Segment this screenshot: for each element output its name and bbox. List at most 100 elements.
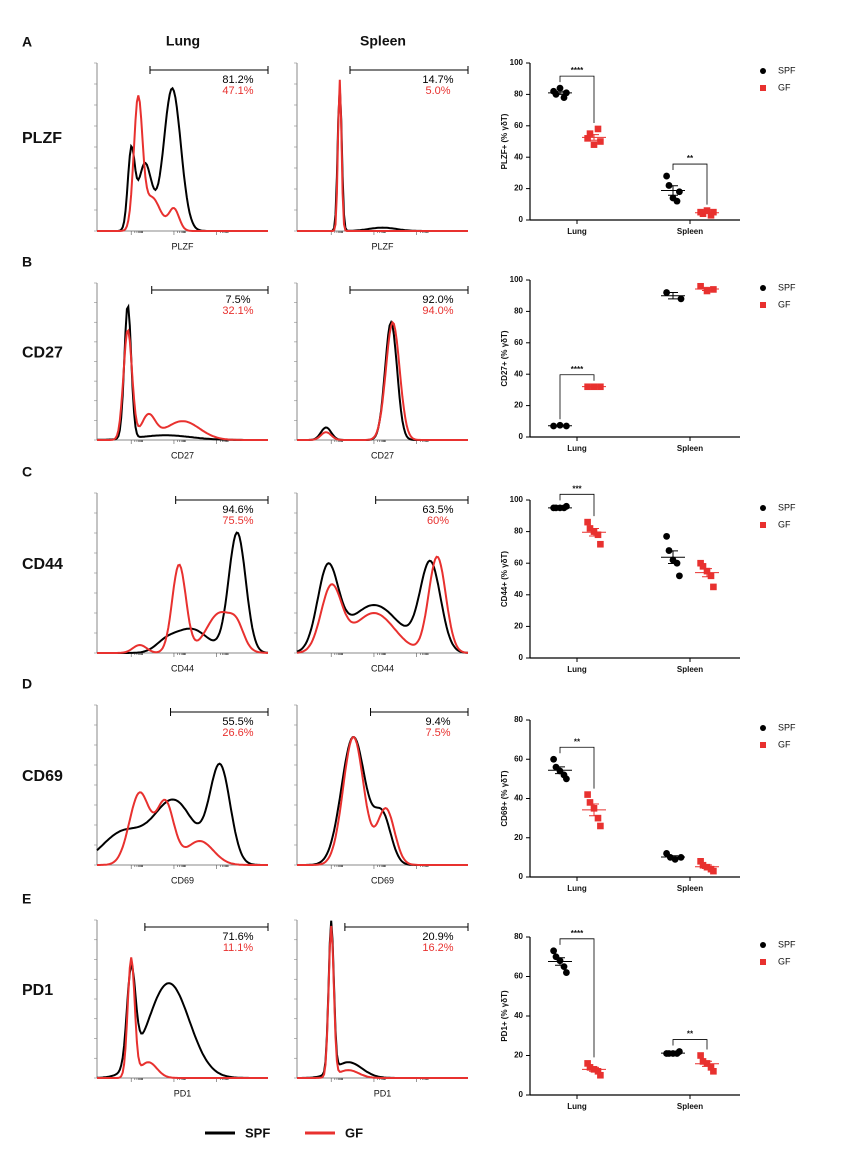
hist-curve <box>97 791 268 866</box>
y-tick-label: 20 <box>514 833 523 842</box>
x-tick-label: Lung <box>567 227 587 236</box>
y-tick-label: 100 <box>510 58 524 67</box>
row-label: PLZF <box>22 130 62 147</box>
y-axis-label: PD1+ (% γδT) <box>500 990 509 1042</box>
sem-bar <box>555 766 565 775</box>
dot <box>663 289 670 296</box>
dot <box>597 138 604 145</box>
y-tick-label: 40 <box>514 369 523 378</box>
significance-label: **** <box>571 929 584 938</box>
gate-label: 11.1% <box>223 942 254 954</box>
x-tick-label: Lung <box>567 444 587 453</box>
hist-x-label: PLZF <box>371 241 394 251</box>
dot <box>584 1060 591 1067</box>
gate-label: 14.7% <box>422 74 453 86</box>
dot <box>594 125 602 133</box>
gate-label: 63.5% <box>422 504 453 516</box>
y-tick-label: 20 <box>514 622 523 631</box>
dot <box>697 282 704 290</box>
sem-bar <box>702 211 712 215</box>
hist-curve <box>297 320 468 441</box>
legend-marker <box>760 302 766 308</box>
legend-label: SPF <box>778 722 796 732</box>
dot <box>707 1064 715 1071</box>
gate-label: 5.0% <box>425 85 450 97</box>
legend-label: SPF <box>245 1125 270 1140</box>
dot <box>586 799 594 806</box>
hist-curve <box>97 86 268 232</box>
dot <box>560 963 568 971</box>
panel-letter: A <box>22 34 32 50</box>
dot <box>556 84 564 92</box>
y-tick-label: 0 <box>519 432 524 441</box>
y-axis-label: CD44+ (% γδT) <box>500 551 509 608</box>
x-tick-label: Lung <box>567 884 587 893</box>
gate-label: 32.1% <box>222 305 253 317</box>
significance-bracket <box>559 374 595 420</box>
dot <box>710 583 717 591</box>
y-tick-label: 60 <box>514 972 523 981</box>
hist-curve <box>297 735 468 866</box>
legend-label: SPF <box>778 65 796 75</box>
gate-label: 55.5% <box>222 716 253 728</box>
significance-label: ** <box>687 1030 694 1039</box>
significance-label: **** <box>571 66 584 75</box>
hist-curve <box>97 95 268 232</box>
y-tick-label: 0 <box>519 1090 524 1099</box>
hist-curve <box>297 925 468 1079</box>
significance-bracket <box>559 75 595 123</box>
significance-bracket <box>559 493 595 517</box>
y-tick-label: 0 <box>519 872 524 881</box>
legend-marker <box>760 942 766 948</box>
sem-bar <box>668 185 678 196</box>
y-axis-label: CD69+ (% γδT) <box>500 770 509 827</box>
hist-x-label: CD44 <box>371 663 394 673</box>
legend-marker <box>760 505 766 511</box>
dot <box>697 1052 704 1059</box>
sem-bar <box>702 568 712 578</box>
hist-curve <box>297 319 468 441</box>
x-tick-label: Spleen <box>677 444 703 453</box>
y-tick-label: 40 <box>514 1011 523 1020</box>
hist-x-label: PD1 <box>174 1088 192 1098</box>
dot <box>594 531 602 539</box>
y-tick-label: 60 <box>514 558 523 567</box>
dot <box>703 207 711 214</box>
row-label: CD44 <box>22 556 63 573</box>
dot <box>699 563 707 570</box>
gate-label: 7.5% <box>225 294 250 306</box>
y-tick-label: 80 <box>514 715 523 724</box>
dot <box>550 755 557 763</box>
sem-bar <box>668 292 678 300</box>
dot <box>697 858 704 865</box>
x-tick-label: Spleen <box>677 665 703 674</box>
dot <box>590 141 598 148</box>
significance-label: **** <box>571 365 584 374</box>
y-axis-label: PLZF+ (% γδT) <box>500 113 509 169</box>
column-header: Spleen <box>360 33 406 49</box>
y-tick-label: 40 <box>514 794 523 803</box>
y-tick-label: 0 <box>519 215 524 224</box>
hist-x-label: CD27 <box>171 450 194 460</box>
gate-label: 92.0% <box>422 294 453 306</box>
hist-curve <box>96 962 268 1079</box>
sem-bar <box>589 385 599 388</box>
dot <box>584 791 591 798</box>
dot <box>707 572 715 580</box>
y-tick-label: 60 <box>514 121 523 130</box>
gate-label: 7.5% <box>425 727 450 739</box>
dot <box>673 197 681 205</box>
legend-label: SPF <box>778 939 796 949</box>
gate-label: 20.9% <box>422 931 453 943</box>
x-tick-label: Lung <box>567 1102 587 1111</box>
legend-marker <box>760 85 766 91</box>
sem-bar <box>668 1052 678 1055</box>
hist-curve <box>97 563 268 654</box>
gate-label: 94.6% <box>222 504 253 516</box>
dot <box>597 1071 604 1079</box>
y-axis-label: CD27+ (% γδT) <box>500 330 509 387</box>
row-label: CD69 <box>22 768 63 785</box>
y-tick-label: 80 <box>514 307 523 316</box>
sem-bar <box>668 855 678 859</box>
hist-curve <box>297 88 468 232</box>
